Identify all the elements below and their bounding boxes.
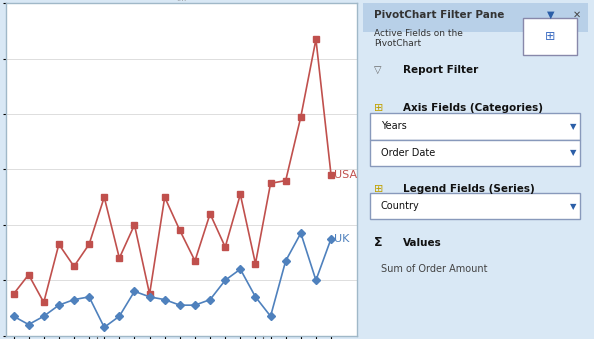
Text: Values: Values [403, 238, 442, 247]
Text: ⊞: ⊞ [374, 184, 383, 195]
Text: PivotChart Filter Pane: PivotChart Filter Pane [374, 10, 504, 20]
Text: Active Fields on the
PivotChart: Active Fields on the PivotChart [374, 28, 463, 48]
FancyBboxPatch shape [371, 140, 580, 166]
Text: ▼: ▼ [570, 122, 577, 131]
Text: UK: UK [334, 234, 349, 244]
Text: ⊞: ⊞ [374, 103, 383, 113]
Text: Legend Fields (Series): Legend Fields (Series) [403, 184, 535, 195]
Text: Order Date: Order Date [381, 148, 435, 158]
Text: ▼: ▼ [570, 202, 577, 211]
Text: Sum of Order Amount: Sum of Order Amount [381, 264, 487, 274]
Title: ....: .... [176, 0, 187, 3]
FancyBboxPatch shape [371, 113, 580, 140]
Text: ▼: ▼ [570, 148, 577, 157]
Text: Axis Fields (Categories): Axis Fields (Categories) [403, 103, 543, 113]
FancyBboxPatch shape [371, 193, 580, 219]
FancyBboxPatch shape [523, 18, 577, 55]
Text: Country: Country [381, 201, 419, 211]
Text: ⊞: ⊞ [545, 30, 555, 43]
Text: USA: USA [334, 170, 357, 180]
Text: Report Filter: Report Filter [403, 65, 478, 75]
Text: ▽: ▽ [374, 65, 381, 75]
FancyBboxPatch shape [362, 3, 588, 32]
Text: Years: Years [381, 121, 406, 131]
Text: ✕: ✕ [572, 10, 580, 20]
Text: ▼: ▼ [548, 10, 555, 20]
Text: Σ: Σ [374, 236, 383, 249]
